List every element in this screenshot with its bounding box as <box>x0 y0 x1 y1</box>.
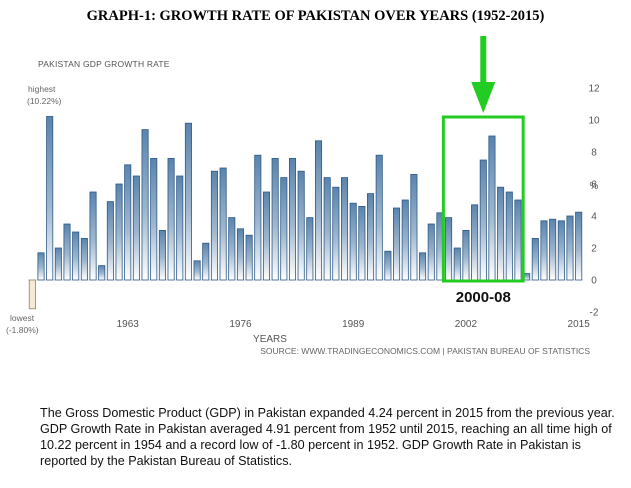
bar-1998 <box>427 223 435 281</box>
bar-1974 <box>219 167 227 281</box>
arrow-head <box>471 82 496 113</box>
bar-1967 <box>158 229 166 281</box>
bars-layer <box>28 116 583 310</box>
highest-label: highest <box>28 84 56 94</box>
y-tick-label: 2 <box>591 244 597 255</box>
bar-1955 <box>54 247 62 281</box>
highlight-label: 2000-08 <box>456 289 511 306</box>
bar-1990 <box>358 205 366 281</box>
bar-1986 <box>323 177 331 281</box>
bar-1962 <box>115 183 123 281</box>
bar-1976 <box>236 228 244 281</box>
y-tick-label: 8 <box>591 148 597 159</box>
bar-1979 <box>262 191 270 281</box>
x-tick-label: 2015 <box>568 319 591 330</box>
bar-1954 <box>46 116 54 281</box>
highest-value-label: (10.22%) <box>27 96 62 106</box>
bar-1952 <box>28 279 36 310</box>
x-tick-label: 2002 <box>455 319 478 330</box>
y-tick-label: 4 <box>591 212 597 223</box>
bar-2003 <box>471 204 479 281</box>
bar-1966 <box>150 157 158 281</box>
bar-1989 <box>349 202 357 281</box>
bar-1996 <box>410 173 418 281</box>
page-title: GRAPH-1: GROWTH RATE OF PAKISTAN OVER YE… <box>86 8 545 24</box>
arrow-shaft <box>480 36 487 84</box>
x-axis-label: YEARS <box>253 334 287 345</box>
x-tick-label: 1963 <box>117 319 140 330</box>
bar-2004 <box>479 159 487 281</box>
bar-1968 <box>167 157 175 281</box>
bar-1980 <box>271 157 279 281</box>
source-label: SOURCE: WWW.TRADINGECONOMICS.COM | PAKIS… <box>260 346 590 356</box>
y-tick-label: -2 <box>590 308 599 319</box>
bar-1987 <box>332 186 340 281</box>
bar-1960 <box>98 265 106 281</box>
gdp-growth-chart: PAKISTAN GDP GROWTH RATE -2 0 2 4 6 8 10 12% 1963… <box>6 36 600 356</box>
bar-2008 <box>514 199 522 281</box>
bar-1964 <box>132 175 140 281</box>
bar-1985 <box>314 140 323 281</box>
bar-2001 <box>453 247 461 281</box>
bar-1981 <box>280 177 288 281</box>
y-tick-label: 10 <box>588 116 600 127</box>
bar-1965 <box>141 129 149 281</box>
bar-1992 <box>375 154 383 281</box>
bar-2013 <box>557 220 565 281</box>
caption-text: The Gross Domestic Product (GDP) in Paki… <box>40 406 615 468</box>
bar-1973 <box>210 170 218 281</box>
bar-1958 <box>80 237 88 281</box>
bar-1977 <box>245 234 253 281</box>
bar-2002 <box>462 229 470 281</box>
bar-1978 <box>254 154 262 281</box>
y-tick-label: 12 <box>588 84 600 95</box>
bar-2012 <box>549 218 557 281</box>
bar-1984 <box>306 217 314 281</box>
bar-1961 <box>106 201 114 281</box>
x-tick-label: 1989 <box>342 319 365 330</box>
y-tick-label: 6 <box>591 180 597 191</box>
bar-1993 <box>384 250 392 281</box>
bar-1983 <box>297 170 305 281</box>
bar-1975 <box>228 217 236 281</box>
annotation-layer: highest (10.22%) lowest (-1.80%) 2000-08 <box>6 36 525 335</box>
bar-2000 <box>445 217 453 281</box>
bar-1982 <box>288 157 297 281</box>
bar-2014 <box>566 215 574 281</box>
bar-1970 <box>184 122 192 281</box>
bar-1971 <box>193 260 201 281</box>
bar-1997 <box>419 252 427 281</box>
bar-1953 <box>37 252 45 281</box>
bar-1972 <box>202 242 210 281</box>
bar-1995 <box>401 199 409 281</box>
chart-title: PAKISTAN GDP GROWTH RATE <box>38 59 170 69</box>
lowest-label: lowest <box>10 313 35 323</box>
bar-1957 <box>72 231 80 281</box>
bar-2007 <box>505 191 513 281</box>
bar-1994 <box>393 207 401 281</box>
highlight-box <box>441 115 525 283</box>
bar-2015 <box>575 211 583 281</box>
bar-1956 <box>63 223 71 281</box>
bar-2010 <box>531 237 539 281</box>
x-tick-label: 1976 <box>229 319 252 330</box>
bar-1969 <box>176 175 184 281</box>
bar-1959 <box>89 191 97 281</box>
bar-1988 <box>341 177 349 281</box>
bar-2011 <box>540 220 548 281</box>
bar-1963 <box>124 164 132 281</box>
bar-2005 <box>488 135 496 281</box>
bar-1991 <box>367 193 375 281</box>
y-axis-unit: % <box>590 181 599 192</box>
axis-layer: PAKISTAN GDP GROWTH RATE -2 0 2 4 6 8 10 12% 1963… <box>38 59 600 356</box>
bar-2006 <box>497 186 505 281</box>
y-tick-label: 0 <box>591 276 597 287</box>
lowest-value-label: (-1.80%) <box>6 325 39 335</box>
